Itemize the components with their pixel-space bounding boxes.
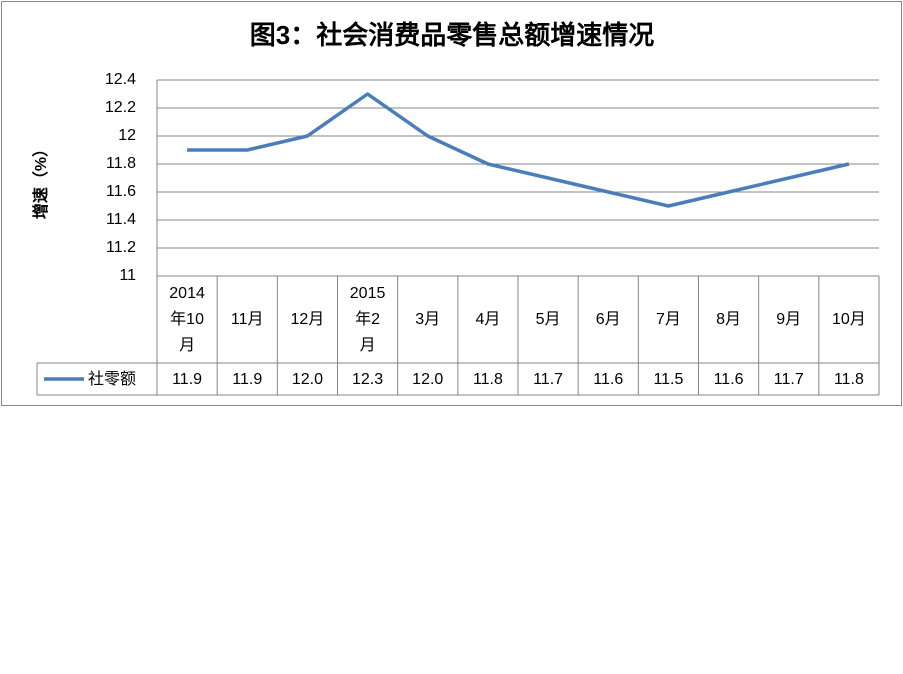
y-tick-label: 11.4 <box>106 211 136 228</box>
x-tick-label: 11月 <box>230 310 264 328</box>
y-tick-label: 11.2 <box>106 239 136 256</box>
x-tick-cell: 3月 <box>415 310 441 328</box>
data-label: 11.6 <box>714 371 744 388</box>
y-tick-label: 12.2 <box>105 99 136 116</box>
data-label: 12.0 <box>412 371 443 388</box>
data-label: 11.7 <box>533 371 563 388</box>
y-tick-label: 12 <box>118 127 136 144</box>
data-label: 11.9 <box>232 371 262 388</box>
x-tick-label: 8月 <box>716 310 742 328</box>
y-tick-label: 11 <box>119 267 136 284</box>
data-label: 11.9 <box>172 371 202 388</box>
x-tick-cell: 9月 <box>776 310 802 328</box>
y-tick-label: 11.8 <box>106 155 136 172</box>
x-tick-cell: 4月 <box>475 310 501 328</box>
x-tick-label: 12月 <box>290 310 325 328</box>
x-tick-cell: 7月 <box>655 310 681 328</box>
x-tick-cell: 2015年2月 <box>349 284 386 354</box>
chart-title: 图3：社会消费品零售总额增速情况 <box>250 20 654 50</box>
x-tick-label: 3月 <box>415 310 441 328</box>
data-label: 11.8 <box>834 371 864 388</box>
chart-frame <box>1 1 902 406</box>
data-label: 11.6 <box>593 371 623 388</box>
x-tick-label: 9月 <box>776 310 802 328</box>
x-tick-cell: 6月 <box>595 310 621 328</box>
x-tick-label: 4月 <box>475 310 501 328</box>
y-tick-label: 12.4 <box>105 71 136 88</box>
x-tick-label: 2014年10月 <box>169 284 205 354</box>
x-tick-cell: 12月 <box>290 310 325 328</box>
x-tick-label: 10月 <box>832 310 866 328</box>
x-tick-cell: 11月 <box>230 310 264 328</box>
legend-label: 社零额 <box>88 370 136 388</box>
x-tick-label: 6月 <box>595 310 621 328</box>
x-tick-label: 7月 <box>655 310 681 328</box>
y-tick-label: 11.6 <box>106 183 136 200</box>
data-label: 11.8 <box>473 371 503 388</box>
x-tick-cell: 8月 <box>716 310 742 328</box>
x-tick-cell: 2014年10月 <box>169 284 205 354</box>
data-label: 12.3 <box>352 371 383 388</box>
series-line <box>187 92 850 208</box>
x-tick-cell: 5月 <box>535 310 561 328</box>
x-tick-label: 2015年2月 <box>349 284 386 354</box>
data-label: 11.7 <box>774 371 804 388</box>
x-tick-cell: 10月 <box>832 310 866 328</box>
data-label: 11.5 <box>653 371 683 388</box>
y-axis-label: 增速（%） <box>31 141 50 219</box>
x-tick-label: 5月 <box>535 310 561 328</box>
data-label: 12.0 <box>292 371 323 388</box>
